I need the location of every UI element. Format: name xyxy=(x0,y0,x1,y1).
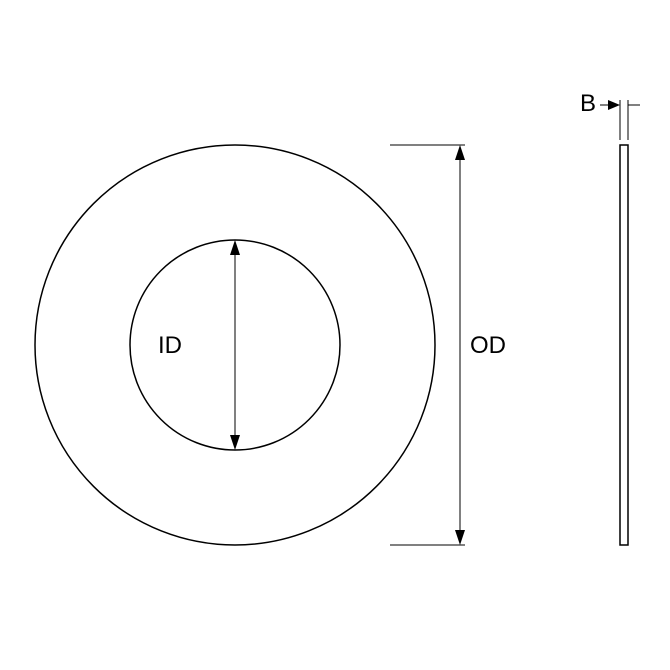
washer-diagram: OD ID B xyxy=(0,0,670,670)
diagram-svg xyxy=(0,0,670,670)
od-label: OD xyxy=(470,332,506,360)
side-view xyxy=(620,145,628,545)
od-dimension xyxy=(390,145,465,545)
id-dimension xyxy=(230,240,240,450)
b-label: B xyxy=(580,90,596,118)
id-label: ID xyxy=(158,332,182,360)
b-dimension xyxy=(600,100,640,140)
